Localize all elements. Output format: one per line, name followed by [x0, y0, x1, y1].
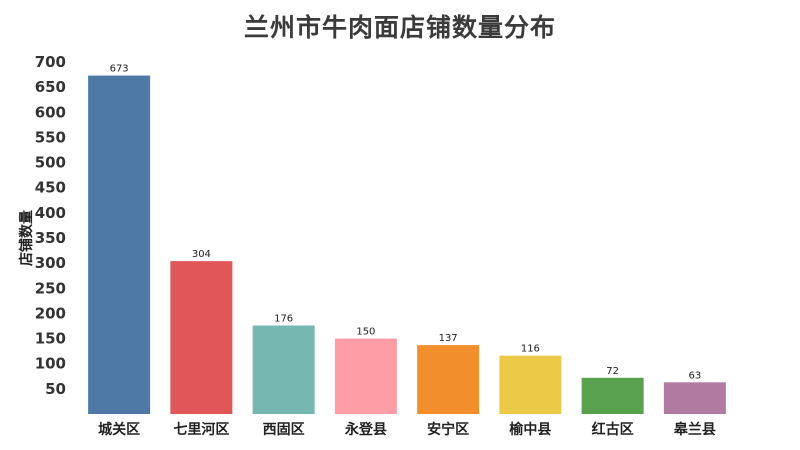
data-label: 176	[274, 313, 293, 324]
x-tick-label: 城关区	[98, 421, 140, 438]
y-tick-label: 200	[35, 304, 66, 322]
bar	[663, 382, 726, 414]
data-label: 150	[356, 327, 375, 338]
y-tick-label: 700	[35, 53, 66, 71]
data-label: 72	[606, 366, 619, 377]
y-tick-label: 100	[35, 355, 66, 373]
y-tick-label: 350	[35, 229, 66, 247]
y-tick-label: 500	[35, 154, 66, 172]
y-tick-label: 400	[35, 204, 66, 222]
y-tick-label: 250	[35, 279, 66, 297]
y-tick-label: 450	[35, 179, 66, 197]
x-tick-label: 榆中县	[509, 421, 551, 438]
y-tick-label: 600	[35, 103, 66, 121]
x-tick-label: 安宁区	[427, 421, 469, 438]
y-tick-label: 550	[35, 128, 66, 146]
y-tick-label: 150	[35, 330, 66, 348]
bar	[252, 325, 315, 414]
y-tick-label: 300	[35, 254, 66, 272]
x-tick-label: 红古区	[592, 421, 634, 438]
data-label: 673	[110, 64, 129, 75]
x-tick-label: 永登县	[344, 421, 387, 438]
bar	[417, 345, 480, 414]
data-label: 304	[192, 249, 211, 260]
data-label: 116	[521, 344, 540, 355]
bar	[88, 75, 151, 414]
y-tick-label: 50	[45, 380, 66, 398]
data-label: 63	[689, 370, 702, 381]
y-tick-label: 650	[35, 78, 66, 96]
y-axis-label: 店铺数量	[18, 210, 35, 266]
bar	[334, 338, 397, 414]
bar	[581, 377, 644, 414]
data-label: 137	[439, 333, 458, 344]
x-tick-label: 西固区	[263, 422, 305, 438]
bar	[499, 355, 562, 414]
bar	[170, 261, 233, 414]
x-tick-label: 七里河区	[173, 421, 229, 438]
chart-title: 兰州市牛肉面店铺数量分布	[243, 13, 556, 42]
x-tick-label: 皋兰县	[674, 421, 716, 438]
